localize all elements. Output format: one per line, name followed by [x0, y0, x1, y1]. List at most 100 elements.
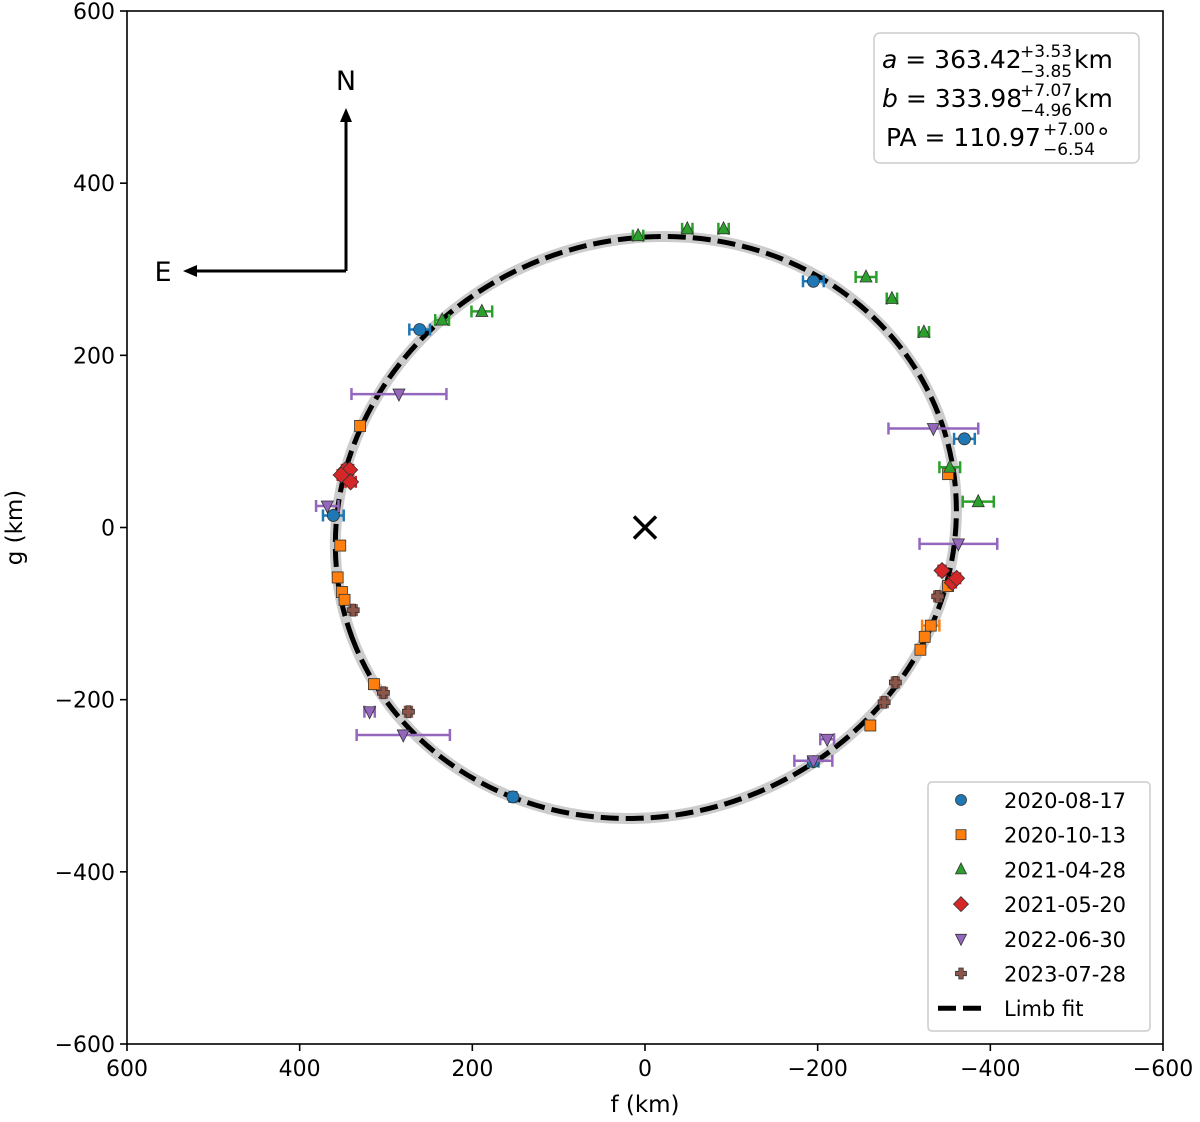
- data-point: [820, 733, 834, 748]
- data-point: [859, 269, 873, 283]
- data-point: [716, 220, 731, 235]
- y-tick-label: 600: [73, 0, 115, 25]
- x-tick-label: 200: [451, 1057, 493, 1082]
- data-point: [475, 303, 489, 317]
- data-point: [368, 678, 380, 691]
- y-axis-label: g (km): [2, 490, 28, 566]
- legend-item-2022-06-30: 2022-06-30: [954, 928, 1126, 952]
- data-point: [631, 227, 645, 242]
- data-point: [506, 790, 520, 804]
- svg-text:2023-07-28: 2023-07-28: [1004, 963, 1126, 987]
- plot-area: [314, 220, 999, 824]
- series-2022-06-30: [314, 388, 999, 769]
- data-point: [888, 676, 902, 689]
- y-tick-label: 200: [73, 344, 115, 369]
- svg-text:−3.85: −3.85: [1020, 62, 1072, 82]
- svg-text:km: km: [1074, 84, 1113, 113]
- legend-item-2020-10-13: 2020-10-13: [955, 824, 1126, 848]
- svg-text:+7.00: +7.00: [1043, 120, 1095, 140]
- x-tick-label: 400: [279, 1057, 321, 1082]
- data-point: [877, 695, 891, 709]
- data-point: [917, 324, 931, 338]
- series-2021-05-20: [332, 461, 966, 592]
- data-point: [806, 274, 820, 288]
- data-point: [924, 619, 937, 632]
- data-point: [326, 509, 340, 522]
- x-tick-label: 0: [638, 1057, 652, 1082]
- series-2023-07-28: [346, 589, 945, 719]
- data-point: [931, 589, 945, 603]
- y-tick-label: 400: [73, 172, 115, 197]
- legend-item-limb-fit: Limb fit: [938, 997, 1083, 1021]
- svg-text:−6.54: −6.54: [1043, 140, 1095, 160]
- data-point: [948, 569, 966, 587]
- data-point: [435, 312, 449, 326]
- svg-text:2021-05-20: 2021-05-20: [1004, 893, 1126, 917]
- data-point: [402, 705, 415, 719]
- x-tick-label: −200: [787, 1057, 847, 1082]
- data-point: [926, 423, 941, 437]
- arrow-up-icon: [340, 108, 352, 122]
- fit-param-b: b = 333.98: [882, 84, 1022, 113]
- north-label: N: [336, 66, 356, 97]
- y-tick-label: −600: [55, 1033, 115, 1058]
- svg-text:km: km: [1074, 45, 1113, 74]
- series-2020-10-13: [331, 419, 954, 732]
- data-point: [951, 538, 966, 552]
- data-point: [342, 473, 360, 491]
- center-x-icon: [632, 515, 658, 540]
- data-point: [377, 686, 390, 700]
- data-point: [413, 323, 427, 336]
- arrow-left-icon: [183, 265, 197, 277]
- svg-text:2020-08-17: 2020-08-17: [1004, 789, 1126, 813]
- data-point: [806, 755, 820, 769]
- fit-parameters-box: a = 363.42+3.53−3.85 km b = 333.98+7.07−4.…: [873, 32, 1140, 164]
- svg-text:2020-10-13: 2020-10-13: [1004, 824, 1126, 848]
- y-tick-label: −400: [55, 861, 115, 886]
- data-point: [885, 290, 899, 304]
- data-point: [914, 643, 927, 656]
- x-axis-label: f (km): [610, 1092, 679, 1118]
- data-point: [958, 432, 971, 446]
- legend-item-2021-04-28: 2021-04-28: [954, 858, 1126, 882]
- data-point: [864, 719, 877, 732]
- y-tick-label: −200: [55, 689, 115, 714]
- data-point: [396, 729, 410, 743]
- svg-text:2021-04-28: 2021-04-28: [1004, 858, 1126, 882]
- legend-item-2023-07-28: 2023-07-28: [955, 963, 1126, 987]
- svg-text:+3.53: +3.53: [1020, 42, 1072, 62]
- data-point: [332, 466, 350, 484]
- legend-item-2020-08-17: 2020-08-17: [955, 789, 1126, 813]
- series-2020-08-17: [321, 274, 977, 804]
- x-tick-label: 600: [106, 1057, 148, 1082]
- x-tick-label: −400: [960, 1057, 1020, 1082]
- svg-text:°: °: [1097, 123, 1110, 152]
- data-point: [943, 459, 957, 473]
- data-point: [362, 706, 377, 720]
- fit-param-a: a = 363.42: [882, 45, 1022, 74]
- x-tick-label: −600: [1133, 1057, 1193, 1082]
- data-point: [338, 593, 351, 606]
- legend-item-2021-05-20: 2021-05-20: [952, 893, 1126, 917]
- svg-text:Limb fit: Limb fit: [1004, 997, 1083, 1021]
- data-point: [392, 388, 406, 402]
- svg-text:2022-06-30: 2022-06-30: [1004, 928, 1126, 952]
- data-point: [933, 561, 951, 580]
- data-point: [334, 539, 347, 552]
- compass-rose: NE: [154, 66, 356, 288]
- series-2021-04-28: [433, 220, 996, 508]
- svg-text:−4.96: −4.96: [1020, 101, 1072, 121]
- legend: 2020-08-17 2020-10-13 2021-04-28 2021-05-20…: [927, 781, 1151, 1032]
- y-tick-label: 0: [101, 517, 115, 542]
- data-point: [346, 603, 360, 617]
- limb-fit-curve: [332, 234, 959, 821]
- data-point: [971, 493, 985, 508]
- fit-param-PA: PA = 110.97: [886, 123, 1041, 152]
- data-point: [918, 630, 931, 643]
- data-point: [331, 571, 344, 584]
- east-label: E: [154, 257, 171, 288]
- data-point: [354, 420, 367, 432]
- svg-text:+7.07: +7.07: [1020, 81, 1072, 101]
